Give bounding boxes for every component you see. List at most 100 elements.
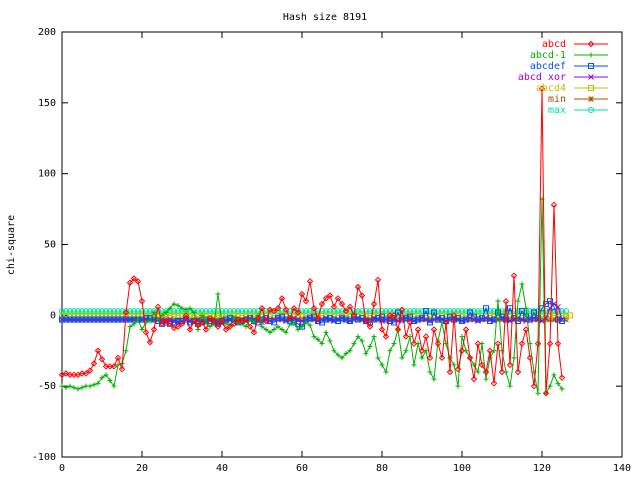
data-point-abcd-1 — [175, 302, 181, 308]
data-point-abcdef — [475, 316, 481, 323]
data-point-abcd — [506, 361, 514, 369]
data-point-abcd-1 — [335, 352, 341, 358]
data-point-abcd-1 — [179, 305, 185, 311]
data-point-abcd-1 — [387, 348, 393, 354]
data-point-abcd-1 — [95, 380, 101, 386]
data-point-abcdef — [519, 308, 525, 315]
data-point-abcdef — [419, 315, 425, 322]
data-point-abcdef — [63, 316, 69, 323]
data-point-abcd — [262, 317, 270, 325]
data-point-max — [499, 308, 505, 315]
data-point-abcd-1 — [319, 341, 325, 347]
data-point-abcd-1 — [67, 383, 73, 389]
data-point-abcd — [518, 340, 526, 347]
y-tick-label: 150 — [38, 98, 56, 109]
data-point-abcd — [166, 320, 174, 328]
data-point-min — [191, 316, 197, 323]
data-point-abcdef — [111, 316, 117, 323]
data-point-max — [451, 308, 457, 315]
data-point-abcd — [254, 314, 262, 322]
data-point-abcdef — [463, 316, 469, 323]
data-point-max — [211, 308, 217, 315]
data-point-max — [335, 308, 341, 315]
data-point-abcd-1 — [283, 329, 289, 335]
data-point-max — [443, 308, 449, 315]
data-point-abcd — [526, 354, 534, 362]
data-point-max — [563, 308, 569, 315]
data-point-abcd-1 — [259, 324, 265, 330]
data-point-max — [463, 308, 469, 315]
data-point-abcd — [454, 365, 462, 373]
x-tick-label: 0 — [59, 463, 65, 474]
data-point-abcdef — [479, 315, 485, 322]
data-point-abcd — [290, 305, 298, 312]
data-point-abcd — [150, 326, 158, 333]
data-point-abcd — [426, 354, 434, 362]
data-point-abcdef — [323, 316, 329, 323]
data-point-max — [219, 308, 225, 315]
data-point-abcd — [494, 340, 502, 347]
data-point-max — [331, 308, 337, 315]
data-point-max — [83, 308, 89, 315]
legend-marker — [588, 96, 594, 102]
data-point-abcd — [298, 290, 306, 298]
data-point-abcd-1 — [207, 324, 213, 330]
data-point-max — [139, 308, 145, 315]
data-point-abcd-1 — [383, 369, 389, 375]
data-point-abcdef — [267, 318, 273, 324]
data-point-abcdef — [127, 316, 133, 323]
data-point-abcd — [306, 278, 314, 285]
legend-entry-abcd-xor: abcd xor — [518, 72, 608, 83]
data-point-abcd-1 — [327, 338, 333, 344]
data-point-abcd — [354, 283, 362, 291]
data-point-max — [243, 308, 249, 315]
data-point-abcd-1 — [135, 317, 141, 323]
data-point-max — [491, 308, 497, 315]
legend-entry-abcdef: abcdef — [530, 61, 608, 72]
x-tick-label: 140 — [613, 463, 631, 474]
data-point-max — [267, 308, 273, 315]
data-point-abcd — [466, 354, 474, 362]
data-point-abcd — [122, 309, 130, 316]
data-point-abcd-1 — [375, 355, 381, 361]
data-point-abcd4 — [171, 313, 177, 320]
data-point-abcd-1 — [87, 383, 93, 389]
data-point-abcdef — [467, 309, 473, 316]
data-point-abcd-1 — [311, 334, 317, 340]
legend-label: abcd-1 — [530, 50, 566, 61]
y-tick-label: 0 — [50, 310, 56, 321]
data-point-abcd-1 — [411, 362, 417, 368]
data-point-abcd-1 — [371, 334, 377, 340]
data-point-max — [67, 308, 73, 315]
data-point-max — [175, 308, 181, 315]
series-abcd — [58, 85, 566, 397]
data-point-abcd — [242, 316, 250, 323]
y-tick-label: -100 — [32, 452, 56, 463]
data-point-abcd — [410, 340, 418, 347]
data-point-abcdef — [275, 315, 281, 322]
data-point-max — [323, 308, 329, 315]
data-point-min — [551, 316, 557, 323]
data-point-abcd — [414, 326, 422, 333]
data-point-abcd-1 — [223, 321, 229, 327]
data-point-max — [227, 308, 233, 315]
data-point-max — [111, 308, 117, 315]
data-point-max — [295, 308, 301, 315]
data-point-abcd — [274, 305, 282, 312]
data-point-abcd-1 — [559, 386, 565, 392]
data-point-abcd — [390, 312, 398, 319]
data-point-max — [135, 308, 141, 315]
data-point-abcd — [342, 307, 350, 315]
data-point-abcd-1 — [103, 372, 109, 378]
data-point-abcd — [222, 326, 230, 333]
data-point-abcd-1 — [59, 383, 65, 389]
data-point-abcd — [554, 340, 562, 347]
data-point-abcd-1 — [399, 355, 405, 361]
data-point-abcd-1 — [427, 369, 433, 375]
legend-entry-max: max — [548, 105, 608, 116]
data-point-abcd — [442, 319, 450, 326]
legend-marker — [587, 40, 595, 48]
data-point-abcd-1 — [511, 355, 517, 361]
